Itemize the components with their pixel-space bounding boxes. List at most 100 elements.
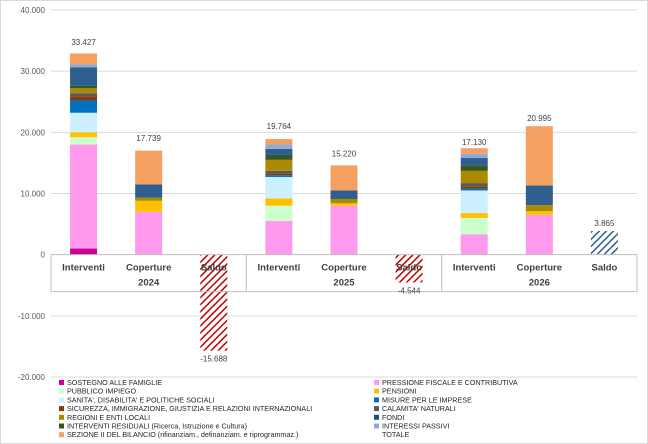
bar-segment — [460, 170, 488, 184]
y-tick-label: 0 — [41, 251, 46, 260]
bar-segment — [265, 205, 293, 222]
legend-swatch — [374, 380, 379, 385]
bar-segment — [70, 248, 98, 255]
bar-segment — [265, 148, 293, 155]
legend-label: PUBBLICO IMPIEGO — [67, 387, 137, 396]
legend-label: PENSIONI — [382, 387, 416, 396]
legend-swatch — [374, 414, 379, 420]
category-label: Interventi — [453, 263, 496, 274]
legend-label: INTERESSI PASSIVI — [382, 422, 449, 431]
bar-segment — [135, 184, 163, 198]
bar-segment — [330, 165, 358, 191]
bar-segment — [525, 214, 553, 255]
bar-segment — [70, 85, 98, 89]
bar-segment — [460, 186, 488, 189]
bar-segment — [265, 139, 293, 145]
legend-label: CALAMITA' NATURALI — [382, 404, 456, 413]
legend-swatch — [374, 406, 379, 412]
bar-segment — [460, 213, 488, 218]
legend-swatch — [59, 380, 64, 385]
bar-segment — [265, 176, 293, 199]
bar-segment — [135, 197, 163, 201]
bar-segment — [265, 159, 293, 171]
bar-segment — [460, 183, 488, 187]
legend-label: MISURE PER LE IMPRESE — [382, 395, 472, 404]
bar-segment — [460, 188, 488, 191]
bar-segment — [200, 254, 228, 351]
bar-segment — [70, 137, 98, 145]
legend-label: PRESSIONE FISCALE E CONTRIBUTIVA — [382, 378, 518, 387]
bar-segment — [265, 144, 293, 149]
legend-label: SANITA', DISABILITA' E POLITICHE SOCIALI — [67, 395, 214, 404]
y-tick-label: 10.000 — [21, 190, 46, 199]
legend-swatch — [59, 423, 64, 429]
bar-segment — [70, 132, 98, 138]
legend-swatch — [374, 388, 379, 394]
bar-segment — [460, 148, 488, 154]
category-label: Interventi — [62, 263, 105, 274]
data-label: 33.427 — [71, 38, 96, 47]
y-tick-label: -10.000 — [18, 312, 46, 321]
bar-segment — [460, 234, 488, 255]
bar-segment — [330, 205, 358, 255]
y-tick-label: 20.000 — [21, 128, 46, 137]
bar-segment — [265, 198, 293, 206]
bar-segment — [265, 173, 293, 176]
data-label: -15.688 — [200, 355, 228, 364]
data-label: 17.739 — [136, 134, 161, 143]
bar-segment — [70, 144, 98, 249]
year-label: 2026 — [529, 278, 550, 289]
legend-swatch — [374, 423, 379, 429]
bar-segment — [330, 199, 358, 204]
bar-segment — [70, 53, 98, 65]
bar-segment — [265, 154, 293, 160]
legend-swatch — [59, 406, 64, 412]
category-label: Saldo — [201, 263, 227, 274]
y-tick-label: 40.000 — [21, 6, 46, 15]
bar-segment — [330, 190, 358, 200]
bar-segment — [70, 96, 98, 101]
bar-segment — [70, 100, 98, 113]
data-label: 19.764 — [267, 122, 292, 131]
legend-label: REGIONI E ENTI LOCALI — [67, 413, 150, 422]
bar-segment — [70, 88, 98, 94]
legend-label: SEZIONE II DEL BILANCIO (rifinanziam., d… — [67, 430, 298, 439]
legend-label: FONDI — [382, 413, 404, 422]
category-label: Coperture — [321, 263, 366, 274]
bar-segment — [460, 217, 488, 235]
data-label: 15.220 — [332, 150, 357, 159]
bar-segment — [70, 112, 98, 133]
y-tick-label: 30.000 — [21, 67, 46, 76]
year-label: 2025 — [333, 278, 355, 289]
category-label: Coperture — [517, 263, 562, 274]
bar-segment — [135, 200, 163, 212]
bar-segment — [70, 64, 98, 68]
data-label: 20.995 — [527, 114, 552, 123]
legend-swatch — [59, 388, 64, 394]
bar-segment — [330, 203, 358, 206]
bar-segment — [525, 185, 553, 206]
bar-segment — [525, 126, 553, 186]
bar-segment — [265, 170, 293, 174]
data-label: 3.865 — [594, 219, 615, 228]
year-label: 2024 — [138, 278, 160, 289]
bar-segment — [70, 67, 98, 86]
y-tick-label: -20.000 — [18, 373, 46, 382]
legend-label: SOSTEGNO ALLE FAMIGLIE — [67, 378, 162, 387]
category-label: Saldo — [396, 263, 422, 274]
legend-swatch — [59, 414, 64, 420]
legend-swatch — [59, 397, 64, 403]
category-label: Interventi — [258, 263, 301, 274]
category-label: Coperture — [126, 263, 171, 274]
bar-segment — [135, 211, 163, 255]
bar-segment — [395, 254, 423, 283]
legend-label: INTERVENTI RESIDUALI (Ricerca, Istruzion… — [67, 422, 247, 431]
bar-segment — [265, 175, 293, 177]
bar-segment — [590, 231, 618, 255]
bar-segment — [70, 93, 98, 97]
bar-segment — [265, 221, 293, 255]
data-label: 17.130 — [462, 138, 487, 147]
data-label: -4.544 — [398, 286, 421, 295]
